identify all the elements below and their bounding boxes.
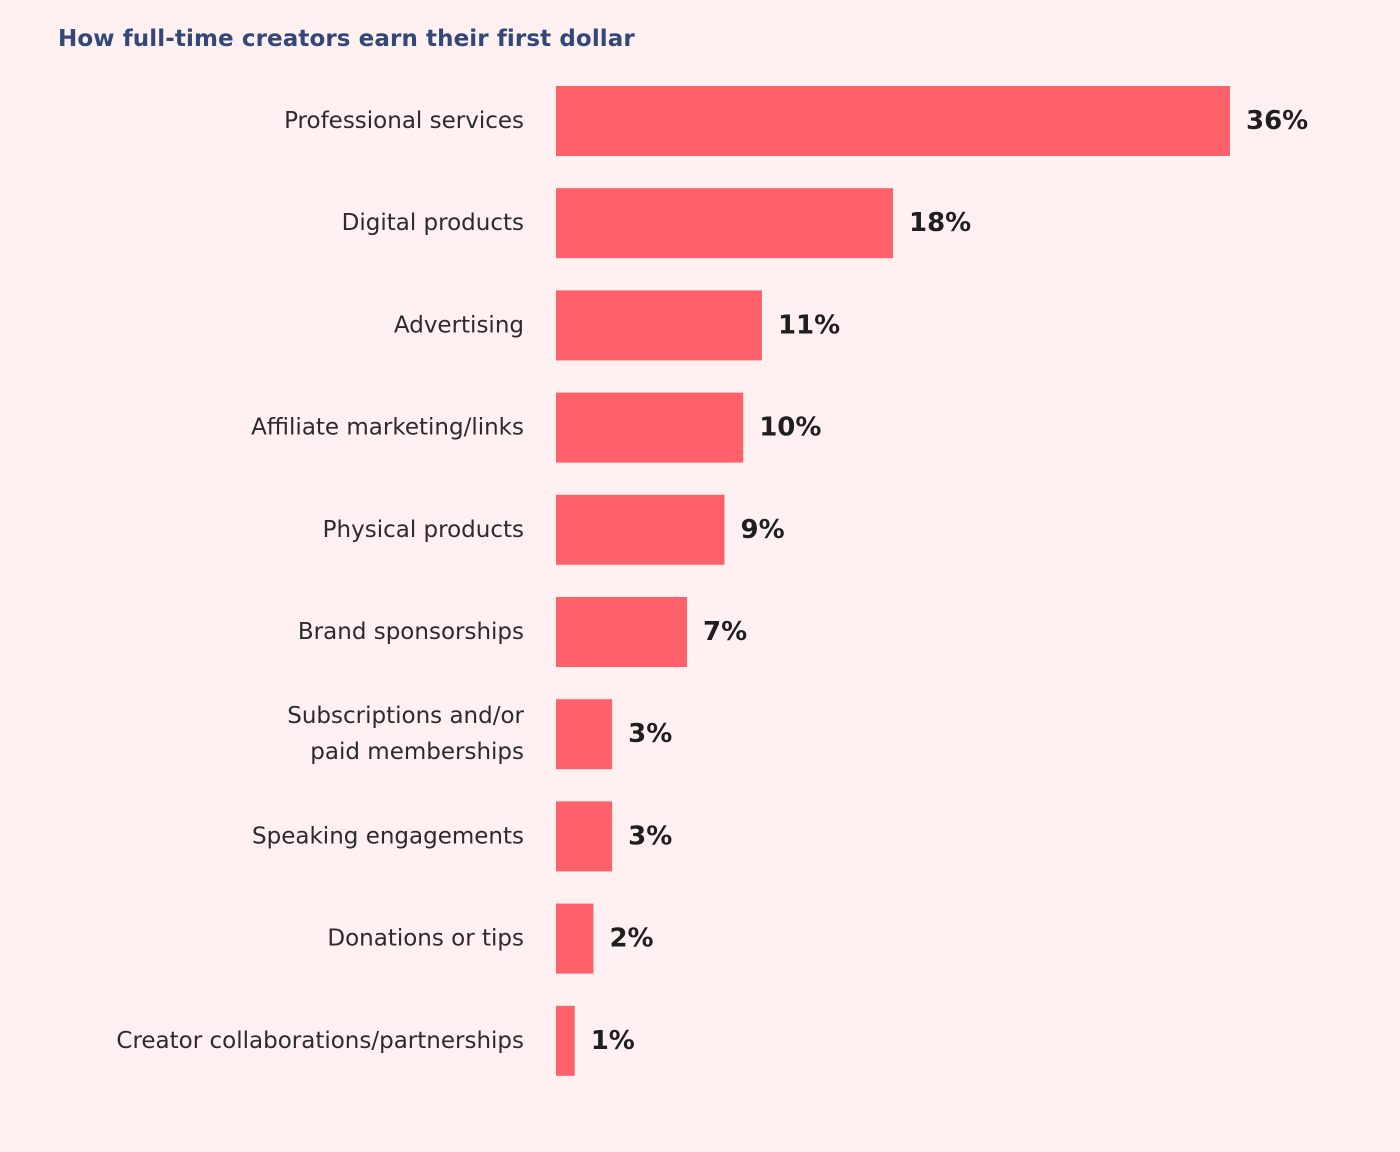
bar — [556, 188, 893, 259]
data-label: 9% — [741, 515, 785, 545]
category-label: Affiliate marketing/links — [251, 415, 524, 441]
bar — [556, 86, 1230, 156]
category-label: Advertising — [394, 312, 524, 338]
category-label-line: Donations or tips — [327, 926, 524, 952]
category-label-line: Digital products — [342, 210, 524, 236]
category-label-line: paid memberships — [310, 739, 524, 765]
category-label: Professional services — [284, 108, 524, 134]
bar — [556, 494, 725, 565]
category-label-line: Advertising — [394, 312, 524, 338]
data-label: 3% — [628, 821, 672, 851]
bar — [556, 699, 613, 770]
data-label: 1% — [591, 1026, 635, 1056]
data-label: 7% — [703, 617, 747, 647]
category-label-line: Subscriptions and/or — [287, 703, 524, 729]
bar — [556, 392, 744, 463]
category-label-line: Brand sponsorships — [298, 619, 524, 645]
data-label: 10% — [759, 413, 821, 443]
category-label: Brand sponsorships — [298, 619, 524, 645]
bar — [556, 801, 613, 872]
bar — [556, 1005, 575, 1076]
data-label: 11% — [778, 310, 840, 340]
category-label: Speaking engagements — [252, 823, 524, 849]
category-label-line: Professional services — [284, 108, 524, 134]
category-label: Digital products — [342, 210, 524, 236]
bar — [556, 903, 594, 974]
category-label: Donations or tips — [327, 926, 524, 952]
category-label: Physical products — [323, 517, 524, 543]
data-label: 18% — [909, 208, 971, 238]
data-label: 36% — [1246, 106, 1308, 136]
chart-title: How full-time creators earn their first … — [58, 26, 635, 52]
data-label: 3% — [628, 719, 672, 749]
bar — [556, 597, 688, 667]
category-label-line: Creator collaborations/partnerships — [116, 1028, 524, 1054]
data-label: 2% — [609, 924, 653, 954]
category-label: Subscriptions and/or paid memberships — [287, 703, 524, 765]
bar — [556, 290, 762, 361]
category-label-line: Physical products — [323, 517, 524, 543]
category-label-line: Affiliate marketing/links — [251, 415, 524, 441]
category-label: Creator collaborations/partnerships — [116, 1028, 524, 1054]
category-label-line: Speaking engagements — [252, 823, 524, 849]
